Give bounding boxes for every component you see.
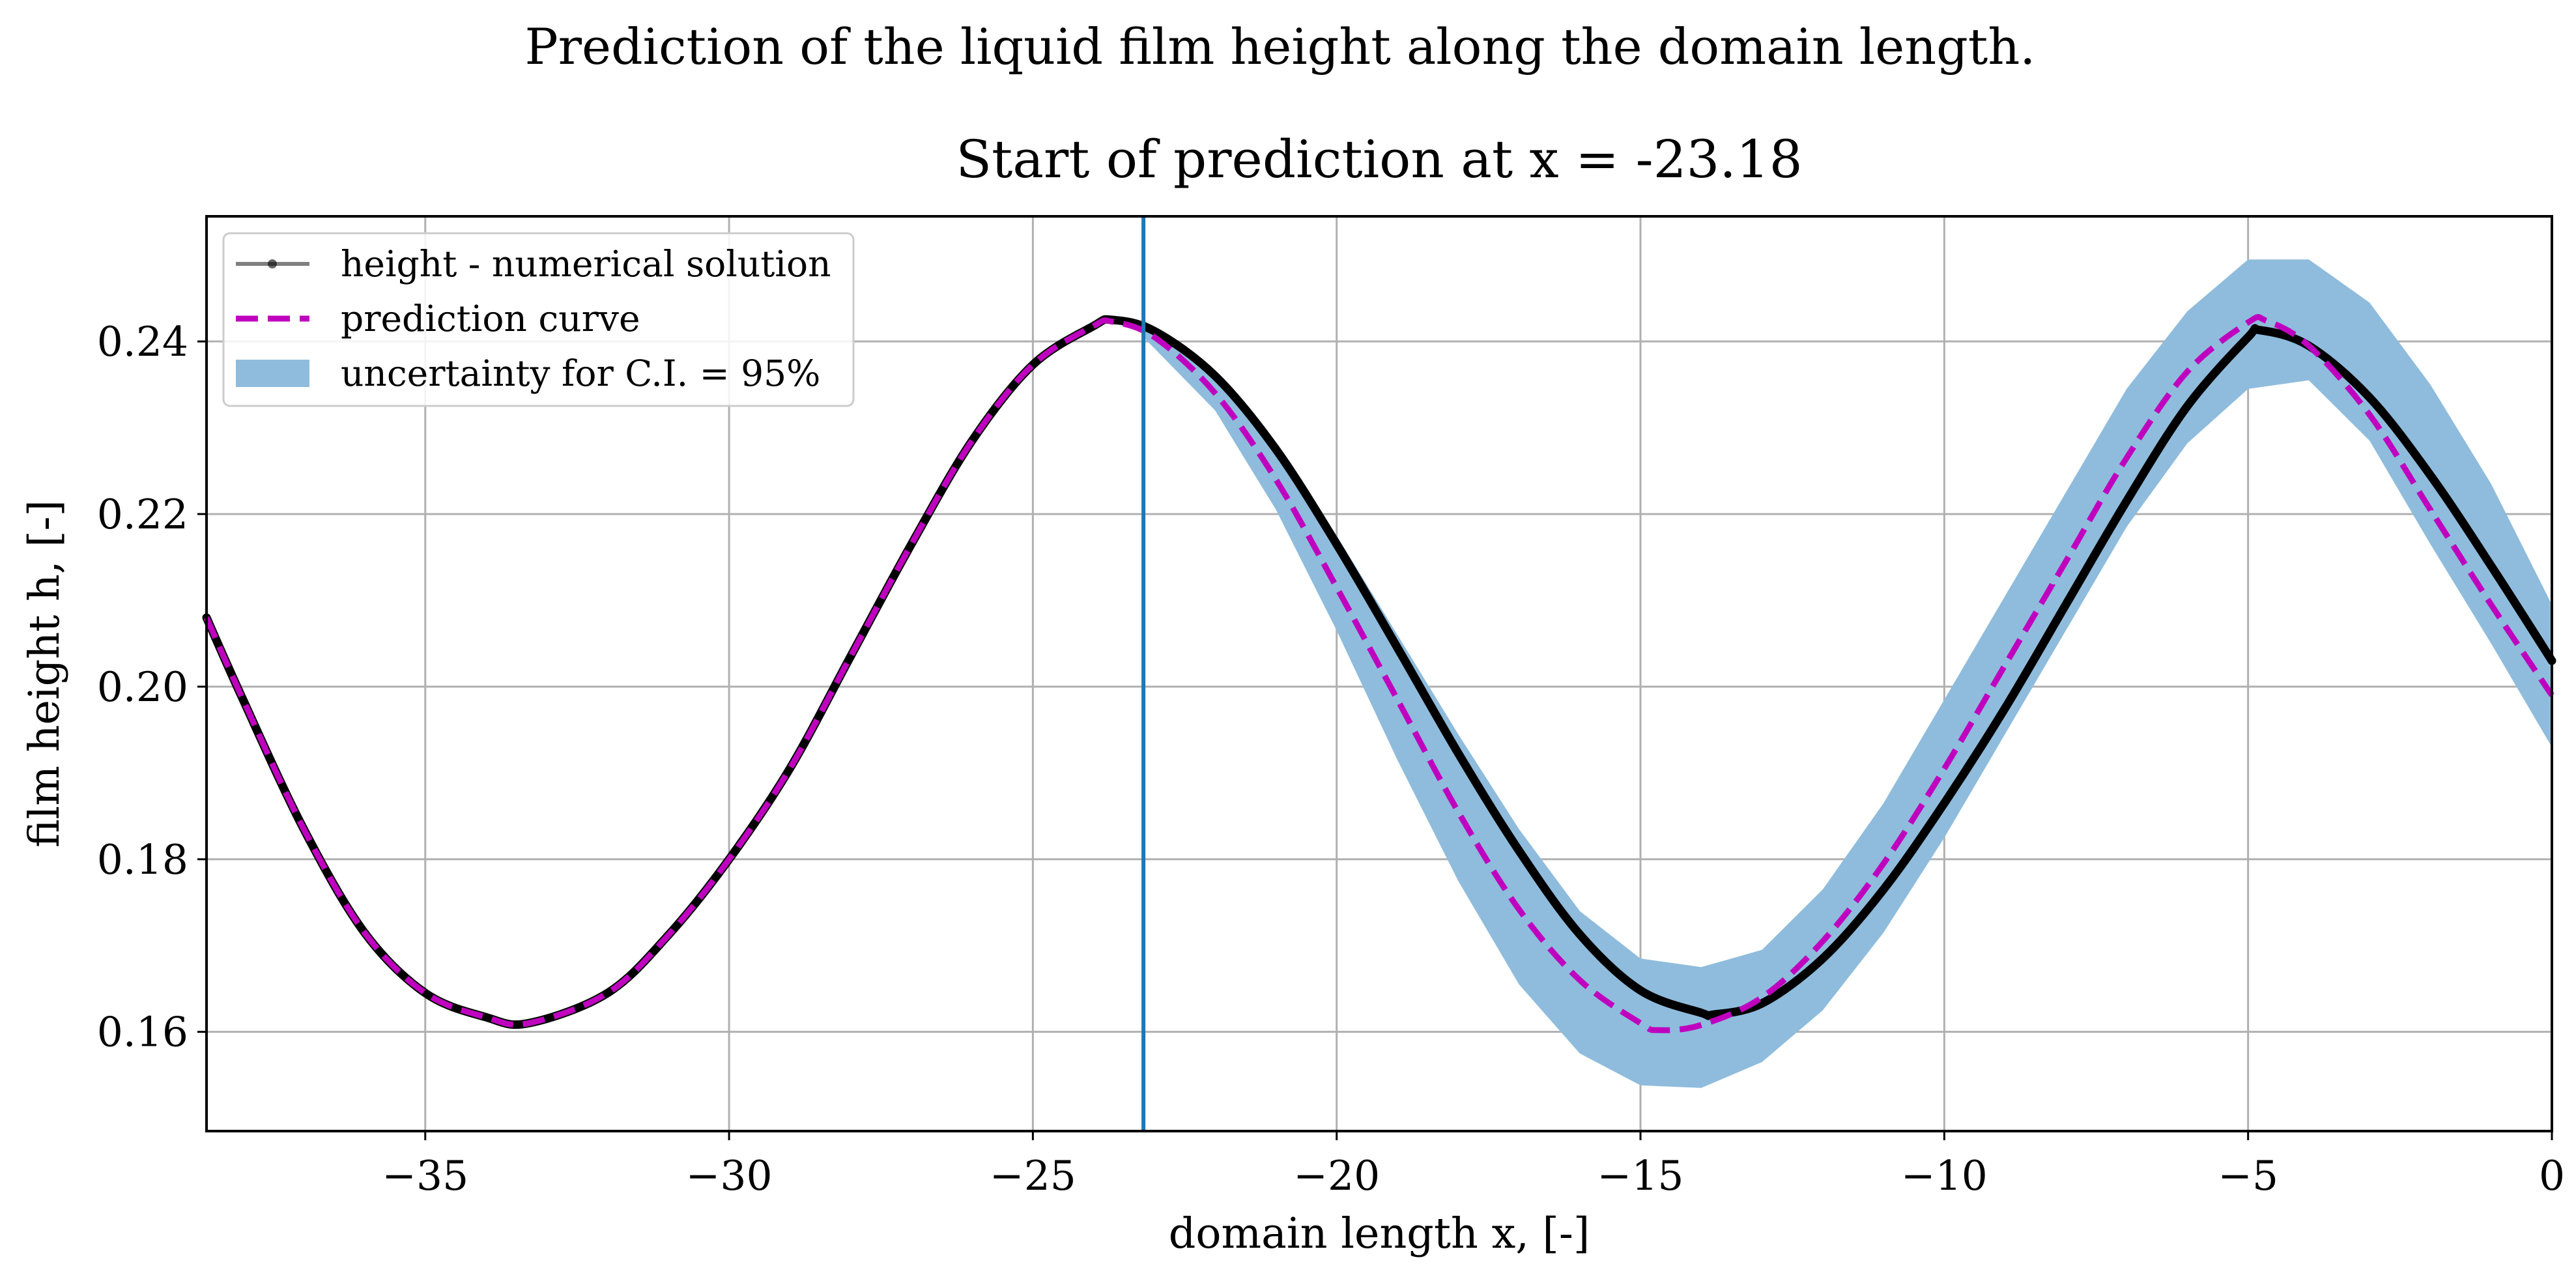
chart-title: Start of prediction at x = -23.18 bbox=[956, 129, 1802, 190]
y-tick-label: 0.22 bbox=[97, 491, 188, 538]
x-tick-label: −20 bbox=[1293, 1152, 1380, 1200]
x-tick-label: −25 bbox=[990, 1152, 1076, 1200]
legend-uncertainty-label: uncertainty for C.I. = 95% bbox=[341, 352, 820, 394]
legend-box bbox=[222, 232, 855, 407]
x-tick-label: −35 bbox=[382, 1152, 468, 1200]
x-tick-label: −30 bbox=[686, 1152, 773, 1200]
y-axis: 0.16 0.18 0.20 0.22 0.24 bbox=[97, 318, 207, 1056]
x-tick-label: −15 bbox=[1597, 1152, 1684, 1200]
legend-uncertainty-swatch bbox=[236, 360, 309, 387]
y-axis-label: film height h, [-] bbox=[20, 500, 69, 848]
x-axis-label: domain length x, [-] bbox=[1169, 1209, 1590, 1258]
y-tick-label: 0.18 bbox=[97, 836, 188, 884]
x-axis: −35 −30 −25 −20 −15 −10 −5 0 bbox=[382, 1131, 2565, 1200]
uncertainty-band-layer bbox=[1143, 259, 2552, 1088]
legend-numerical-label: height - numerical solution bbox=[341, 243, 831, 285]
y-tick-label: 0.24 bbox=[97, 318, 188, 366]
figure-suptitle: Prediction of the liquid film height alo… bbox=[525, 18, 2036, 76]
x-tick-label: −5 bbox=[2218, 1152, 2278, 1200]
series-layer bbox=[202, 314, 2556, 1033]
numerical-solution-line bbox=[202, 315, 2556, 1029]
x-tick-label: 0 bbox=[2539, 1152, 2565, 1200]
y-tick-label: 0.16 bbox=[97, 1009, 188, 1056]
legend-numerical-marker bbox=[268, 259, 277, 268]
y-tick-label: 0.20 bbox=[97, 663, 188, 711]
legend-prediction-label: prediction curve bbox=[341, 298, 640, 339]
legend: height - numerical solution prediction c… bbox=[222, 232, 855, 407]
grid bbox=[207, 216, 2553, 1131]
x-tick-label: −10 bbox=[1901, 1152, 1988, 1200]
plot-frame bbox=[205, 215, 2553, 1132]
uncertainty-band bbox=[1143, 259, 2552, 1088]
prediction-curve-line bbox=[203, 314, 2555, 1033]
